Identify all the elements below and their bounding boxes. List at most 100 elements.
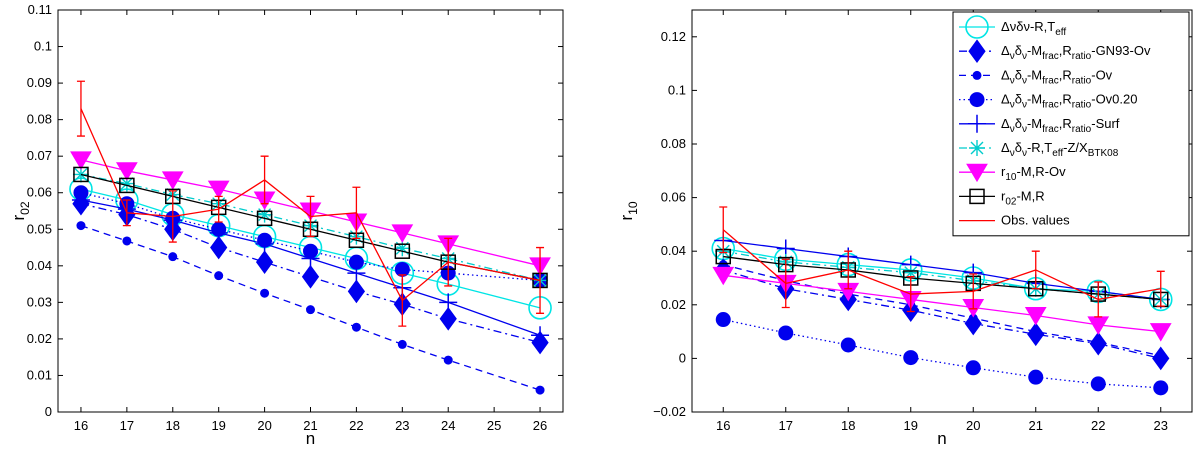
legend-label-part: -R,T xyxy=(1030,19,1055,34)
legend-marker xyxy=(969,188,985,205)
data-point xyxy=(1149,323,1172,342)
error-bar xyxy=(260,155,269,205)
x-axis-label: n xyxy=(937,429,946,448)
left-panel-r02-chart: 16 17 18 19 20 21 22 23 24 25 26 0 0.01 0.02 0.03 0.04 0… xyxy=(9,2,564,448)
x-tick-label: 26 xyxy=(533,418,547,433)
legend-label-part: δ xyxy=(1015,116,1022,131)
data-point xyxy=(903,350,919,366)
error-bar xyxy=(969,273,978,310)
legend-label-part: r xyxy=(1001,164,1006,179)
data-point xyxy=(256,210,273,227)
x-tick-label: 24 xyxy=(441,418,455,433)
data-point xyxy=(778,325,794,341)
data-point xyxy=(397,339,407,349)
legend-label: r10-M,R-Ov xyxy=(1001,164,1066,183)
legend-label-part: δ xyxy=(1015,67,1022,82)
error-bar xyxy=(444,237,453,287)
data-point xyxy=(73,166,89,183)
x-tick-label: 16 xyxy=(716,418,730,433)
x-tick-label: 17 xyxy=(779,418,793,433)
legend-label-part: ν xyxy=(1010,75,1015,86)
data-point xyxy=(715,312,731,328)
legend-label-part: 02 xyxy=(1005,196,1017,207)
legend-label-part: Δ xyxy=(1001,140,1010,155)
data-point xyxy=(840,337,856,353)
legend-marker xyxy=(968,114,986,133)
data-point xyxy=(394,243,411,259)
series-dot-large xyxy=(715,312,1169,396)
series-line xyxy=(723,255,1161,301)
legend-entry: Δνδν-Mfrac,Rratio-Ov0.20 xyxy=(959,92,1137,111)
legend-label-part: ν xyxy=(1010,124,1015,135)
y-axis-label-subscript: 10 xyxy=(626,201,640,215)
error-bar xyxy=(1094,281,1103,318)
error-bar xyxy=(1031,250,1040,290)
legend-marker xyxy=(969,92,985,108)
series-line xyxy=(80,188,541,309)
data-point xyxy=(255,250,274,275)
y-tick-label: 0.06 xyxy=(27,185,52,200)
legend-label-part: -Ov0.20 xyxy=(1091,92,1137,107)
data-point xyxy=(71,191,90,210)
legend-label-part: ,R xyxy=(1059,67,1072,82)
data-point xyxy=(301,249,320,268)
data-point xyxy=(902,264,919,281)
error-bar xyxy=(719,206,728,254)
legend-label-part: frac xyxy=(1042,100,1059,111)
data-point xyxy=(439,306,457,331)
x-tick-label: 16 xyxy=(74,418,88,433)
legend-label-part: ν xyxy=(1010,148,1015,159)
y-tick-label: 0.08 xyxy=(661,136,686,151)
legend-label-part: 10 xyxy=(1005,172,1017,183)
y-tick-label: 0.07 xyxy=(27,148,52,163)
x-tick-label: 20 xyxy=(257,418,271,433)
y-tick-label: 0.06 xyxy=(661,190,686,205)
legend-label-part: ratio xyxy=(1072,124,1092,135)
data-point xyxy=(260,288,270,298)
legend-label: Δνδν-Mfrac,Rratio-GN93-Ov xyxy=(1001,43,1151,62)
data-point xyxy=(351,322,361,332)
series-line xyxy=(80,159,541,267)
legend-label-part: Δ xyxy=(1001,67,1010,82)
legend-label-part: ν xyxy=(1022,51,1027,62)
error-bar xyxy=(398,274,407,327)
error-bar xyxy=(536,246,545,314)
y-tick-label: 0.09 xyxy=(27,75,52,90)
data-point xyxy=(119,177,135,194)
series-line xyxy=(723,318,1161,389)
series-errorbar xyxy=(719,206,1165,318)
y-tick-label: 0 xyxy=(45,404,52,419)
legend-label-part: Δ xyxy=(1001,116,1010,131)
legend-entry: Δνδν-Mfrac,Rratio-GN93-Ov xyxy=(959,39,1151,64)
data-point xyxy=(161,171,184,190)
error-bar xyxy=(168,190,177,243)
legend-label: r02-M,R xyxy=(1001,188,1045,207)
data-point xyxy=(306,305,315,315)
y-axis-label-main: r xyxy=(617,215,636,221)
legend-label-part: -M,R xyxy=(1016,188,1044,203)
data-point xyxy=(70,151,92,170)
y-tick-label: 0.1 xyxy=(34,39,52,54)
x-tick-label: 21 xyxy=(1029,418,1043,433)
data-point xyxy=(1153,380,1169,396)
series-line xyxy=(80,173,541,282)
x-tick-label: 25 xyxy=(487,418,501,433)
legend-label-part: Δ xyxy=(1001,43,1010,58)
x-tick-label: 22 xyxy=(349,418,363,433)
error-bar xyxy=(214,195,223,223)
data-point xyxy=(1156,351,1166,361)
y-tick-label: 0.02 xyxy=(27,331,52,346)
series-line xyxy=(80,173,541,282)
series-line xyxy=(723,274,1161,333)
data-point xyxy=(207,180,230,200)
legend-label-part: δ xyxy=(1016,19,1023,34)
error-bar xyxy=(306,195,315,238)
y-tick-label: 0.04 xyxy=(27,258,52,273)
data-point xyxy=(122,236,132,246)
legend-label-part: ratio xyxy=(1072,51,1092,62)
legend-label-part: ,R xyxy=(1059,116,1072,131)
chart-legend: Δνδν-R,TeffΔνδν-Mfrac,Rratio-GN93-OvΔνδν… xyxy=(952,11,1190,237)
x-tick-label: 18 xyxy=(841,418,855,433)
data-point xyxy=(255,234,274,253)
